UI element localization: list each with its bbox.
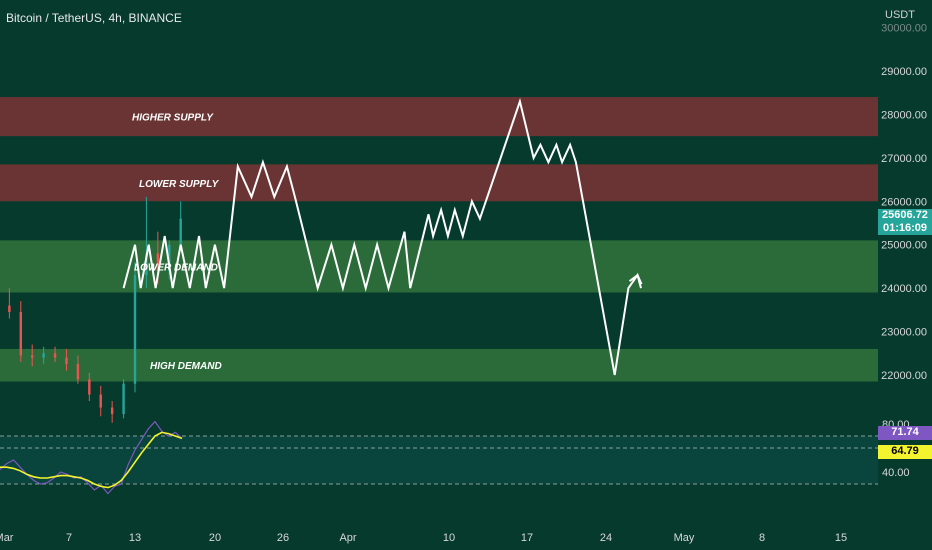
candle-body bbox=[88, 379, 91, 395]
candle-body bbox=[179, 218, 182, 245]
y-tick-label: 24000.00 bbox=[881, 283, 927, 295]
candle-body bbox=[8, 305, 11, 313]
last-price-value: 25606.72 bbox=[882, 209, 928, 221]
candle-body bbox=[76, 364, 80, 380]
rsi-value-badge: 71.74 bbox=[878, 426, 932, 440]
rsi-ma-value-badge: 64.79 bbox=[878, 445, 932, 459]
projection-path bbox=[122, 97, 642, 376]
candle-body bbox=[145, 253, 148, 276]
y-tick-label: 30000.00 bbox=[881, 23, 927, 35]
candle-body bbox=[168, 244, 171, 271]
y-tick-label: 27000.00 bbox=[881, 153, 927, 165]
candle-body bbox=[133, 275, 137, 384]
x-tick-label: 15 bbox=[835, 532, 847, 544]
candle-body bbox=[53, 353, 57, 358]
symbol-title: Bitcoin / TetherUS, 4h, BINANCE bbox=[6, 11, 182, 25]
x-tick-label: 8 bbox=[759, 532, 765, 544]
x-tick-label: Mar bbox=[0, 532, 14, 544]
zone-demand-2 bbox=[0, 240, 878, 293]
y-tick-label: 23000.00 bbox=[881, 327, 927, 339]
x-tick-label: 26 bbox=[277, 532, 289, 544]
last-price-badge: 25606.72 01:16:09 bbox=[878, 209, 932, 235]
zone-label-supply: HIGHER SUPPLY bbox=[132, 113, 214, 124]
rsi-tick-label: 40.00 bbox=[882, 467, 910, 479]
x-tick-label: 13 bbox=[129, 532, 141, 544]
x-tick-label: 20 bbox=[209, 532, 221, 544]
candle-body bbox=[110, 407, 114, 415]
y-tick-label: 29000.00 bbox=[881, 66, 927, 78]
x-tick-label: May bbox=[674, 532, 695, 544]
zone-label-demand: LOWER DEMAND bbox=[134, 262, 218, 273]
y-tick-label: 25000.00 bbox=[881, 240, 927, 252]
bar-countdown: 01:16:09 bbox=[882, 222, 928, 234]
y-tick-label: 28000.00 bbox=[881, 109, 927, 121]
candle-body bbox=[65, 357, 68, 365]
rsi-band-fill bbox=[0, 436, 878, 484]
rsi-ma-line bbox=[0, 431, 183, 489]
rsi-line bbox=[0, 420, 183, 495]
candle-body bbox=[99, 394, 102, 408]
zone-label-supply: LOWER SUPPLY bbox=[139, 179, 220, 190]
projection-arrowhead bbox=[628, 273, 643, 285]
candle-body bbox=[31, 355, 34, 358]
candle-body bbox=[19, 312, 22, 356]
x-tick-label: 24 bbox=[600, 532, 612, 544]
zone-supply-1 bbox=[0, 164, 878, 202]
y-tick-label: 22000.00 bbox=[881, 370, 927, 382]
zone-demand-3 bbox=[0, 348, 878, 382]
candle-body bbox=[42, 353, 45, 358]
x-tick-label: 10 bbox=[443, 532, 455, 544]
x-tick-label: 17 bbox=[521, 532, 533, 544]
candle-body bbox=[122, 383, 125, 415]
y-tick-label: 26000.00 bbox=[881, 196, 927, 208]
zone-label-demand: HIGH DEMAND bbox=[150, 361, 222, 372]
currency-label: USDT bbox=[885, 9, 915, 21]
zone-supply-0 bbox=[0, 97, 878, 137]
x-tick-label: Apr bbox=[339, 532, 356, 544]
x-tick-label: 7 bbox=[66, 532, 72, 544]
candle-body bbox=[156, 253, 160, 271]
